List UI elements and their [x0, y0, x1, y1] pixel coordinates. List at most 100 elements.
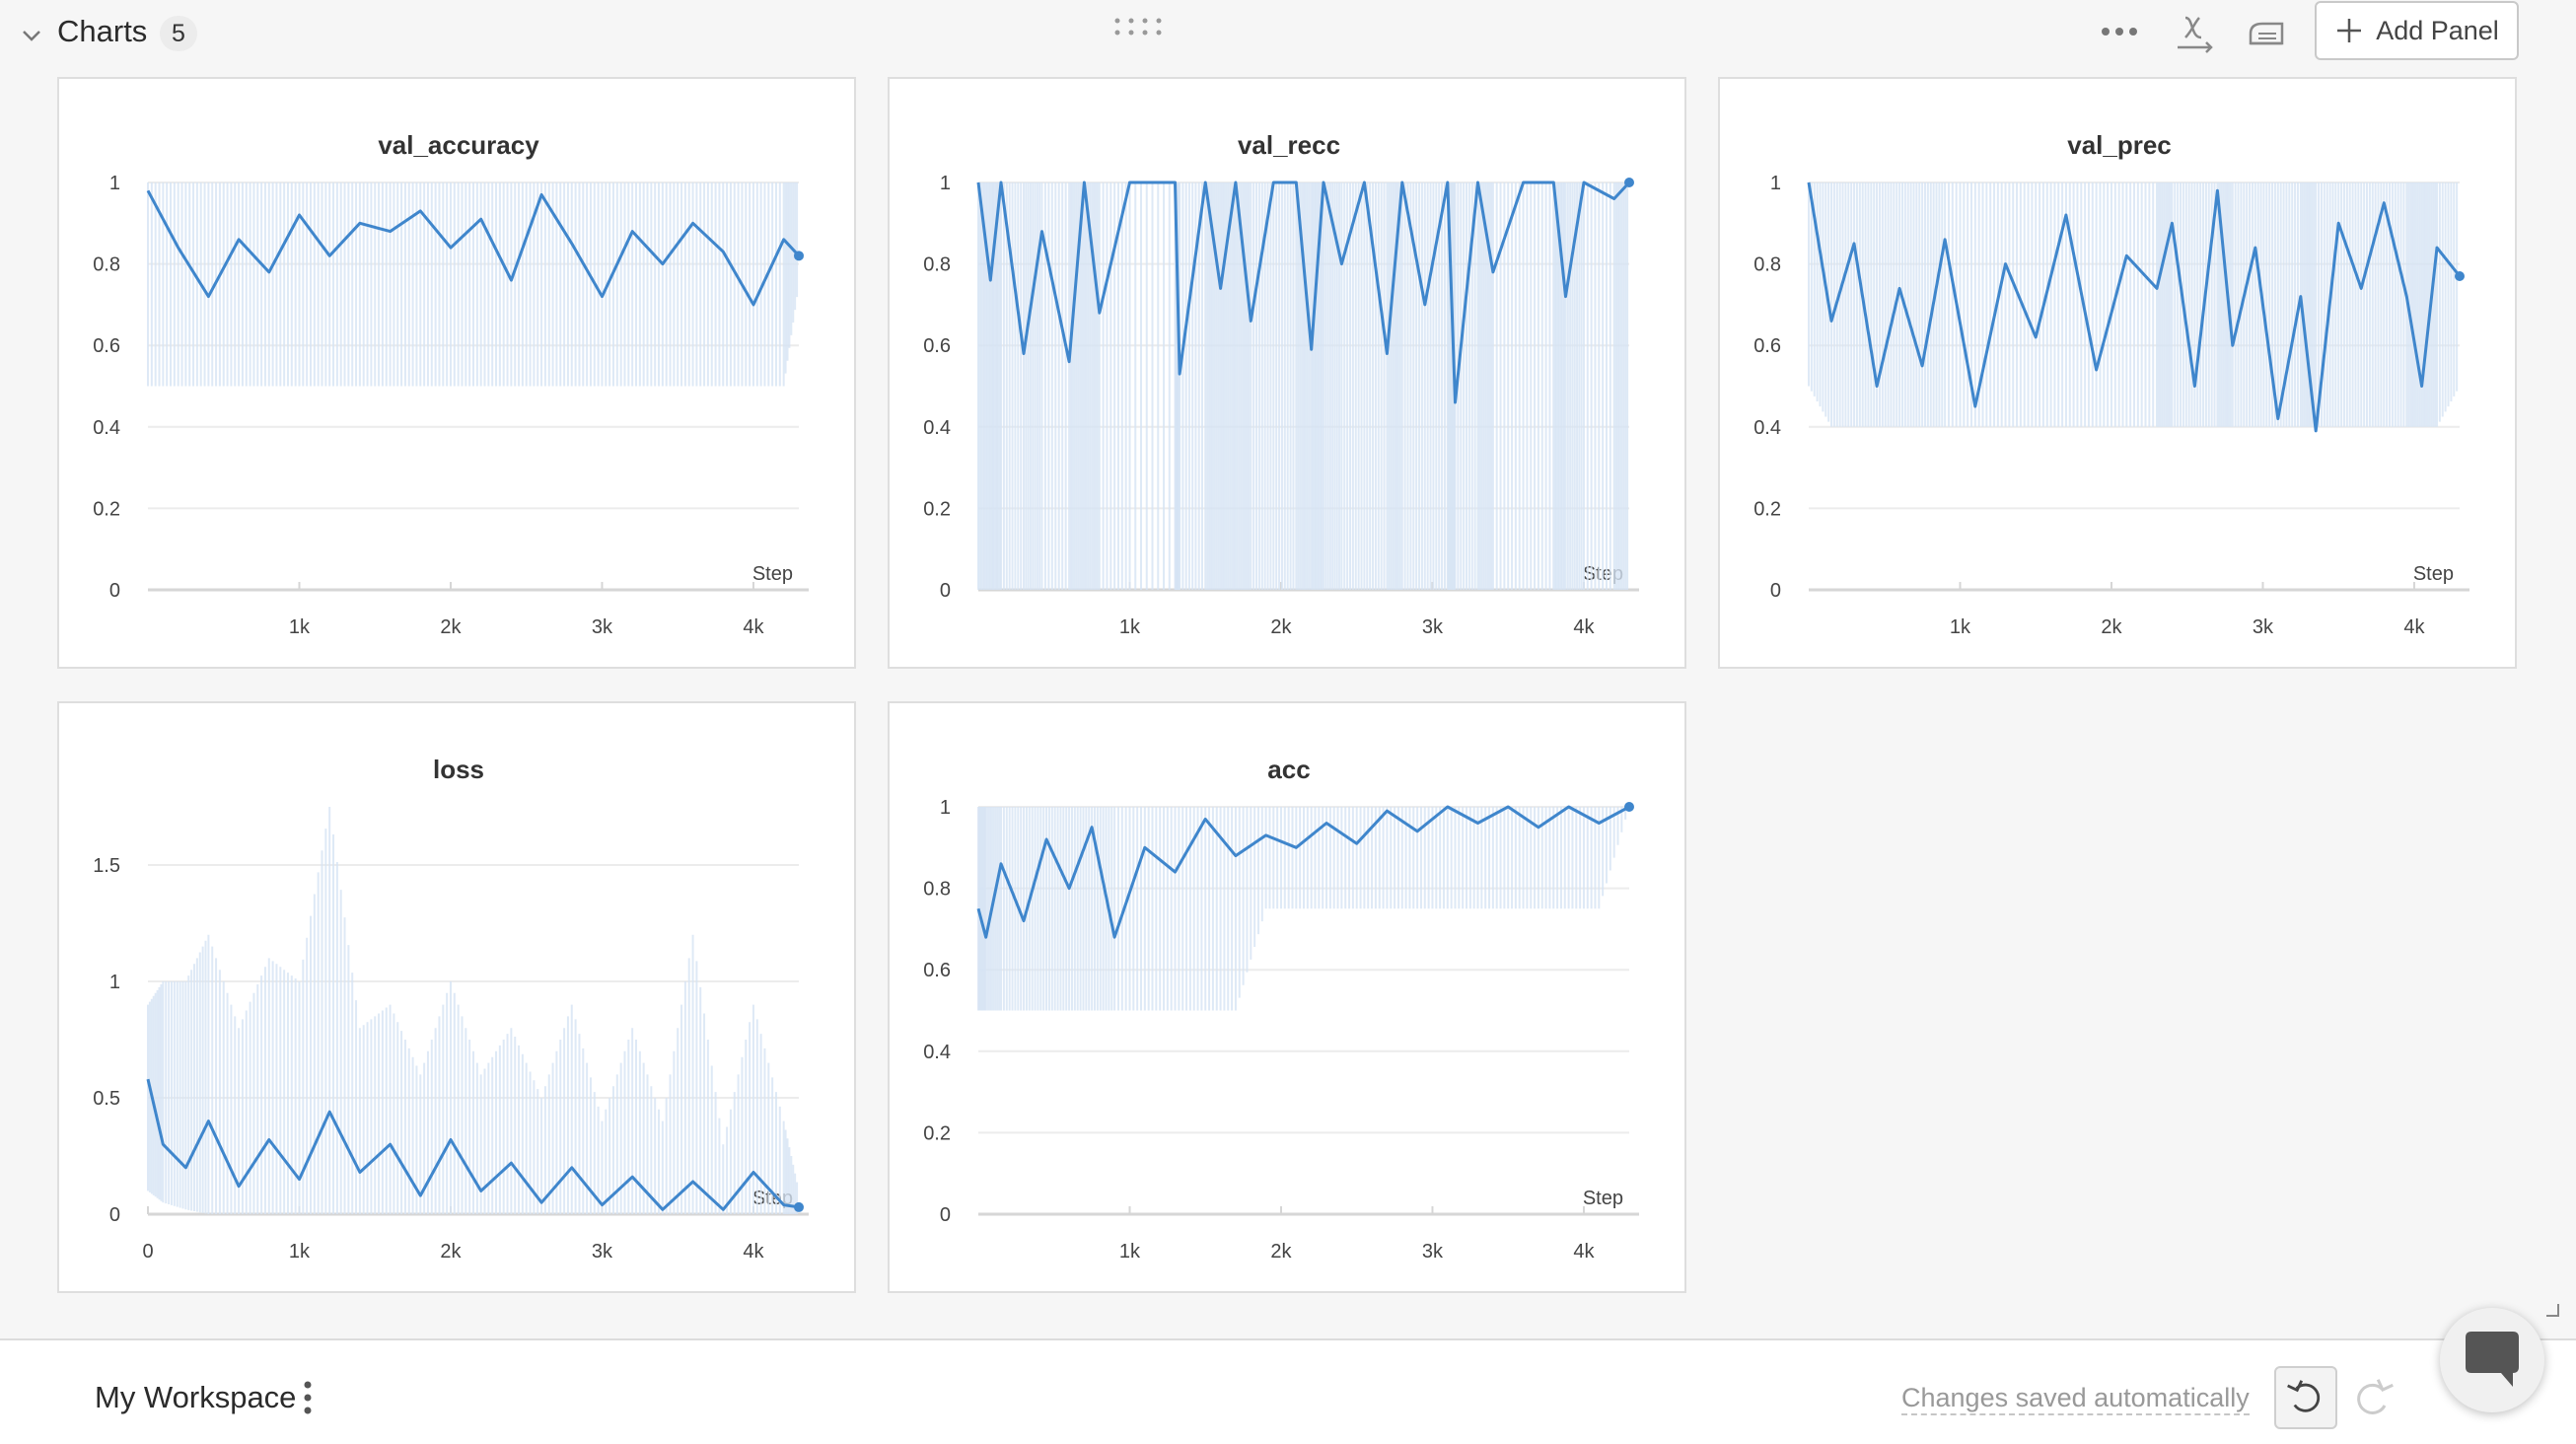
more-dots-icon[interactable] — [2099, 18, 2140, 45]
series-end-point — [794, 251, 804, 261]
x-axis-label: Step — [1583, 1188, 1623, 1209]
chart-svg: acc 0 0.2 0.4 0.6 0.8 1 1k 2k 3k 4k Step — [923, 755, 1639, 1263]
y-tick-label: 0.6 — [923, 335, 951, 357]
x-tick-label: 1k — [1950, 616, 1971, 638]
y-tick-label: 0.2 — [923, 498, 951, 520]
x-axis-label: Step — [2413, 563, 2454, 585]
series-end-point — [2455, 270, 2465, 281]
x-tick-label: 4k — [743, 616, 764, 638]
save-status-text: Changes saved automatically — [1901, 1382, 2250, 1415]
chart-panel-val-prec[interactable]: val_prec 0 0.2 0.4 0.6 0.8 1 1k 2k 3k 4k Step — [1718, 77, 2517, 669]
y-tick-label: 0.4 — [93, 417, 120, 439]
chart-title: acc — [1267, 755, 1310, 784]
undo-button[interactable] — [2274, 1366, 2337, 1429]
chat-button[interactable] — [2440, 1308, 2544, 1412]
x-tick-label: 4k — [2403, 616, 2425, 638]
chart-title: val_prec — [2067, 130, 2172, 160]
y-tick-label: 0.2 — [1753, 498, 1781, 520]
x-tick-label: 1k — [289, 1241, 311, 1263]
y-tick-label: 0.6 — [1753, 335, 1781, 357]
y-tick-label: 0 — [1770, 580, 1781, 602]
redo-button[interactable] — [2341, 1366, 2404, 1429]
x-tick-label: 1k — [1119, 1241, 1141, 1263]
x-tick-label: 3k — [592, 616, 613, 638]
x-tick-label: 3k — [2253, 616, 2274, 638]
y-tick-label: 0 — [109, 580, 120, 602]
raw-series-band — [977, 807, 1627, 1011]
chart-svg: val_accuracy 0 0.2 0.4 0.6 0.8 1 1k 2k 3k 4k Step — [93, 130, 809, 638]
y-tick-label: 0 — [109, 1204, 120, 1226]
y-tick-label: 0.2 — [923, 1122, 951, 1144]
raw-series-band — [1808, 182, 2459, 427]
x-tick-label: 4k — [1573, 616, 1595, 638]
y-tick-label: 0.5 — [93, 1088, 120, 1110]
section-title[interactable]: Charts — [57, 14, 148, 48]
x-tick-label: 1k — [1119, 616, 1141, 638]
series-line[interactable] — [976, 805, 1630, 939]
chart-panel-val-accuracy[interactable]: val_accuracy 0 0.2 0.4 0.6 0.8 1 1k 2k 3k 4k Step — [57, 77, 856, 669]
x-tick-label: 4k — [1573, 1241, 1595, 1263]
y-tick-label: 1 — [1770, 173, 1781, 194]
y-tick-label: 0.4 — [923, 417, 951, 439]
y-tick-label: 0.8 — [1753, 254, 1781, 276]
series-line[interactable] — [146, 1078, 800, 1211]
series-line[interactable] — [146, 189, 801, 307]
drag-handle-icon[interactable] — [1112, 16, 1168, 37]
workspace-name[interactable]: My Workspace — [95, 1380, 297, 1414]
y-tick-label: 1 — [940, 797, 951, 819]
series-line[interactable] — [1807, 181, 2462, 433]
y-tick-label: 0.4 — [923, 1042, 951, 1063]
x-axis-label: Step — [752, 563, 793, 585]
redo-icon — [2357, 1379, 2394, 1414]
series-line[interactable] — [976, 180, 1631, 404]
x-tick-label: 2k — [2101, 616, 2122, 638]
chart-title: loss — [433, 755, 484, 784]
y-tick-label: 0 — [940, 1204, 951, 1226]
chart-panel-acc[interactable]: acc 0 0.2 0.4 0.6 0.8 1 1k 2k 3k 4k Step — [888, 701, 1686, 1293]
chart-panel-loss[interactable]: loss 0 0.5 1 1.5 0 1k 2k 3k 4k Step — [57, 701, 856, 1293]
x-tick-label: 4k — [743, 1241, 764, 1263]
charts-section-header: Charts 5 Add Panel — [0, 0, 2576, 69]
series-end-point — [1624, 802, 1634, 812]
resize-handle-icon[interactable] — [2544, 1302, 2562, 1320]
add-panel-label: Add Panel — [2376, 15, 2499, 45]
smoothing-icon[interactable] — [2245, 14, 2290, 53]
y-tick-label: 1 — [109, 972, 120, 993]
raw-series-band — [977, 182, 1629, 590]
y-tick-label: 0.8 — [93, 254, 120, 276]
x-tick-label: 2k — [440, 616, 462, 638]
y-tick-label: 0 — [940, 580, 951, 602]
y-tick-label: 0.6 — [923, 960, 951, 981]
undo-icon — [2287, 1380, 2321, 1412]
chart-title: val_recc — [1238, 130, 1340, 160]
y-tick-label: 0.8 — [923, 879, 951, 901]
y-tick-label: 1 — [109, 173, 120, 194]
x-tick-label: 1k — [289, 616, 311, 638]
add-panel-button[interactable]: Add Panel — [2315, 1, 2519, 60]
series-end-point — [794, 1201, 804, 1212]
x-tick-label: 3k — [592, 1241, 613, 1263]
y-tick-label: 0.6 — [93, 335, 120, 357]
chart-title: val_accuracy — [378, 130, 539, 160]
raw-series-band — [147, 182, 799, 387]
kebab-menu-icon[interactable] — [296, 1380, 320, 1415]
y-tick-label: 1 — [940, 173, 951, 194]
series-end-point — [1624, 178, 1634, 187]
plus-icon — [2337, 19, 2362, 42]
x-axis-icon[interactable] — [2174, 12, 2217, 55]
y-tick-label: 1.5 — [93, 855, 120, 877]
y-tick-label: 0.8 — [923, 254, 951, 276]
chat-icon — [2466, 1332, 2519, 1387]
x-tick-label: 0 — [142, 1241, 153, 1263]
chart-svg: val_prec 0 0.2 0.4 0.6 0.8 1 1k 2k 3k 4k Step — [1753, 130, 2469, 638]
raw-series-band — [147, 807, 799, 1214]
x-tick-label: 2k — [1270, 616, 1292, 638]
x-tick-label: 2k — [1270, 1241, 1292, 1263]
x-tick-label: 3k — [1422, 1241, 1444, 1263]
x-tick-label: 2k — [440, 1241, 462, 1263]
chevron-down-icon[interactable] — [18, 22, 45, 49]
chart-panel-val-recc[interactable]: val_recc 0 0.2 0.4 0.6 0.8 1 1k 2k 3k 4k Step — [888, 77, 1686, 669]
x-tick-label: 3k — [1422, 616, 1444, 638]
